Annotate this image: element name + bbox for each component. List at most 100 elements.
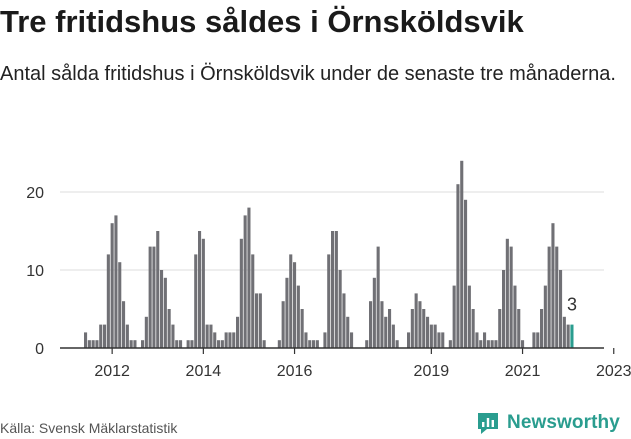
bar xyxy=(315,340,319,348)
bar xyxy=(540,309,544,348)
bar xyxy=(118,262,122,348)
bar xyxy=(334,231,338,348)
bar xyxy=(125,324,129,348)
chart-bubble-icon xyxy=(478,413,498,434)
bar xyxy=(308,340,312,348)
bar xyxy=(342,293,346,348)
bar xyxy=(194,254,198,348)
bar xyxy=(133,340,137,348)
bar xyxy=(407,332,411,348)
bar xyxy=(350,332,354,348)
bar-latest xyxy=(570,324,574,348)
bar xyxy=(566,324,570,348)
bar xyxy=(114,215,118,348)
bar xyxy=(144,316,148,348)
bar xyxy=(148,246,152,348)
bar xyxy=(433,324,437,348)
bar xyxy=(296,285,300,348)
bar xyxy=(190,340,194,348)
bar xyxy=(236,316,240,348)
x-tick-label: 2023 xyxy=(596,363,631,380)
bar xyxy=(391,324,395,348)
bar xyxy=(198,231,202,348)
latest-value-label: 3 xyxy=(567,295,577,315)
x-tick-label: 2014 xyxy=(186,363,222,380)
bar xyxy=(281,301,285,348)
bar xyxy=(486,340,490,348)
bar xyxy=(300,309,304,348)
bar xyxy=(452,285,456,348)
bar xyxy=(388,309,392,348)
chart-title: Tre fritidshus såldes i Örnsköldsvik xyxy=(0,4,524,39)
bar xyxy=(91,340,95,348)
x-tick-label: 2016 xyxy=(277,363,313,380)
bar xyxy=(243,215,247,348)
bar xyxy=(384,316,388,348)
bar xyxy=(312,340,316,348)
y-tick-label: 10 xyxy=(26,263,44,280)
bar-chart: 0 10 20 2012 2014 2016 2019 2021 2023 3 xyxy=(26,160,631,380)
bar xyxy=(471,309,475,348)
bar xyxy=(562,316,566,348)
bar xyxy=(498,309,502,348)
bar xyxy=(448,340,452,348)
bar xyxy=(521,340,525,348)
bar xyxy=(95,340,99,348)
bar xyxy=(559,270,563,348)
bar xyxy=(247,207,251,348)
bar xyxy=(251,254,255,348)
bar xyxy=(365,340,369,348)
bar xyxy=(532,332,536,348)
bar xyxy=(152,246,156,348)
bar xyxy=(441,332,445,348)
bar xyxy=(209,324,213,348)
bar xyxy=(228,332,232,348)
bar xyxy=(517,309,521,348)
bar xyxy=(494,340,498,348)
bar xyxy=(346,316,350,348)
bar xyxy=(217,340,221,348)
bar xyxy=(372,277,376,348)
bar xyxy=(224,332,228,348)
bar xyxy=(513,285,517,348)
y-tick-label: 0 xyxy=(35,341,44,358)
bar xyxy=(293,262,297,348)
bar xyxy=(160,270,164,348)
bar xyxy=(502,270,506,348)
bar xyxy=(106,254,110,348)
bar xyxy=(376,246,380,348)
bar xyxy=(285,277,289,348)
bar xyxy=(163,277,167,348)
bar xyxy=(483,332,487,348)
bar xyxy=(179,340,183,348)
bar xyxy=(327,254,331,348)
bar xyxy=(258,293,262,348)
bar xyxy=(555,246,559,348)
bar xyxy=(175,340,179,348)
source-note: Källa: Svensk Mäklarstatistik xyxy=(0,420,178,436)
bar xyxy=(505,238,509,348)
bar xyxy=(289,254,293,348)
bar xyxy=(156,231,160,348)
bar xyxy=(464,199,468,348)
bar xyxy=(380,301,384,348)
bar xyxy=(323,332,327,348)
bar xyxy=(479,340,483,348)
bar xyxy=(547,246,551,348)
bar xyxy=(414,293,418,348)
bar xyxy=(167,309,171,348)
bar xyxy=(205,324,209,348)
bar xyxy=(338,270,342,348)
bar xyxy=(418,301,422,348)
bar xyxy=(232,332,236,348)
newsworthy-logo[interactable]: Newsworthy xyxy=(476,409,620,437)
x-tick-label: 2012 xyxy=(94,363,130,380)
bar xyxy=(201,238,205,348)
bar xyxy=(429,324,433,348)
bar xyxy=(331,231,335,348)
bar xyxy=(103,324,107,348)
bar xyxy=(239,238,243,348)
bar xyxy=(395,340,399,348)
bar xyxy=(536,332,540,348)
bar xyxy=(110,223,114,348)
